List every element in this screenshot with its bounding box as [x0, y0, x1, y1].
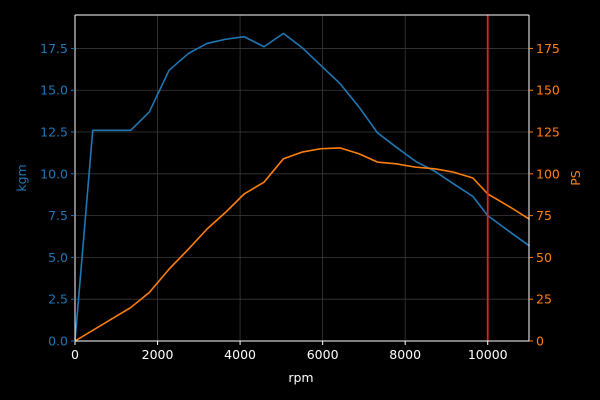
y-right-tick-label: 75 — [536, 208, 552, 223]
y-left-tick-label: 15.0 — [40, 83, 68, 98]
y-right-axis: 0 25 50 75 100 125 150 175 — [529, 41, 560, 349]
y-left-axis: 0.0 2.5 5.0 7.5 10.0 12.5 15.0 17.5 — [40, 41, 75, 349]
y-left-axis-title: kgm — [14, 164, 29, 191]
axes-spines — [74, 14, 530, 342]
y-right-tick-label: 25 — [536, 292, 552, 307]
y-right-tick-label: 125 — [536, 125, 560, 140]
y-right-tick-label: 0 — [536, 334, 544, 349]
x-tick-label: 10000 — [468, 347, 508, 362]
y-right-tick-label: 150 — [536, 83, 560, 98]
x-axis: 0 2000 4000 6000 8000 10000 — [71, 341, 508, 362]
y-left-tick-label: 10.0 — [40, 166, 68, 181]
y-right-axis-title: PS — [568, 170, 583, 186]
y-left-tick-label: 17.5 — [40, 41, 68, 56]
series-lines — [74, 32, 530, 342]
series-line-ps — [74, 147, 530, 342]
x-tick-label: 4000 — [224, 347, 256, 362]
x-axis-title: rpm — [288, 370, 313, 385]
y-left-tick-label: 5.0 — [48, 250, 68, 265]
series-line-kgm — [74, 32, 530, 342]
y-left-tick-label: 7.5 — [48, 208, 68, 223]
y-left-tick-label: 0.0 — [48, 334, 68, 349]
x-tick-label: 6000 — [307, 347, 339, 362]
y-right-tick-label: 100 — [536, 166, 560, 181]
x-tick-label: 8000 — [389, 347, 421, 362]
x-tick-label: 2000 — [142, 347, 174, 362]
y-left-tick-label: 2.5 — [48, 292, 68, 307]
x-tick-label: 0 — [71, 347, 79, 362]
y-right-tick-label: 175 — [536, 41, 560, 56]
y-left-tick-label: 12.5 — [40, 125, 68, 140]
y-right-tick-label: 50 — [536, 250, 552, 265]
